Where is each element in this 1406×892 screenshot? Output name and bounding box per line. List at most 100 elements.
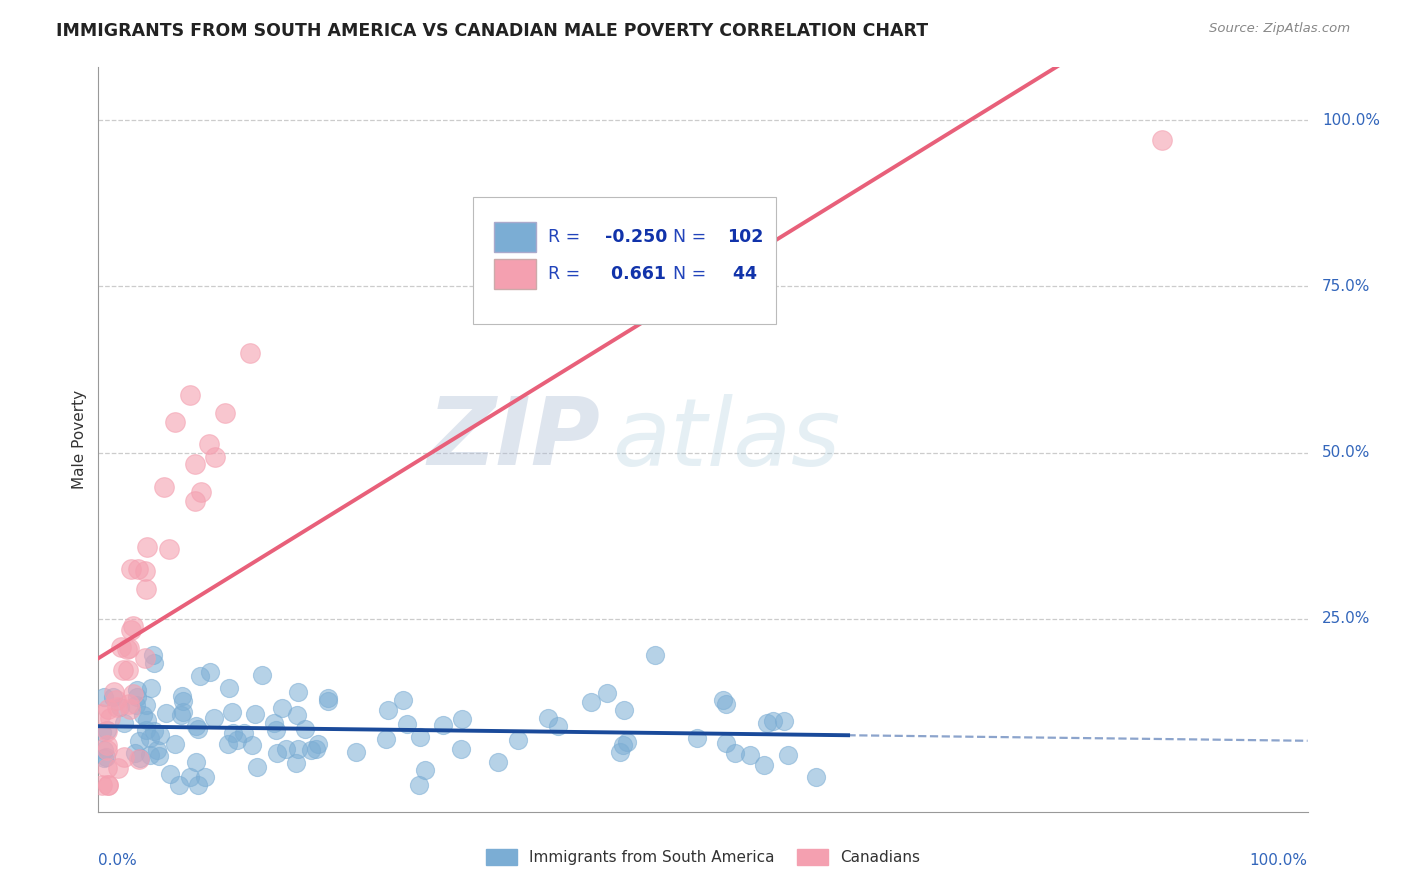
Point [108, 699, 131, 714]
Point [96, 743, 118, 757]
Point [776, 748, 799, 763]
Point [246, 760, 269, 774]
Point [188, 669, 211, 683]
Point [613, 703, 636, 717]
Point [103, 685, 125, 699]
Point [307, 737, 329, 751]
Text: 0.0%: 0.0% [98, 853, 138, 868]
Point [179, 770, 201, 784]
Point [285, 707, 308, 722]
Point [128, 751, 150, 765]
Point [204, 450, 226, 464]
Point [1152, 133, 1174, 147]
Point [128, 734, 150, 748]
Point [148, 748, 170, 763]
Point [486, 755, 509, 769]
Point [344, 745, 367, 759]
Point [183, 457, 205, 471]
Point [97, 778, 120, 792]
Point [218, 681, 240, 695]
Point [96, 723, 118, 738]
FancyBboxPatch shape [474, 197, 776, 324]
Point [305, 741, 328, 756]
Text: 100.0%: 100.0% [1250, 853, 1308, 868]
Point [190, 485, 212, 500]
Point [118, 641, 141, 656]
Point [97, 778, 120, 792]
Point [134, 564, 156, 578]
Point [198, 665, 221, 679]
Point [91, 724, 114, 739]
Text: 100.0%: 100.0% [1322, 112, 1381, 128]
Point [276, 741, 298, 756]
Point [395, 717, 418, 731]
Point [104, 692, 127, 706]
Point [232, 726, 254, 740]
Point [266, 723, 288, 738]
Text: 102: 102 [727, 227, 763, 245]
Text: 50.0%: 50.0% [1322, 445, 1371, 460]
Point [301, 743, 323, 757]
Point [756, 715, 779, 730]
Point [122, 619, 145, 633]
Point [409, 730, 432, 744]
Point [392, 693, 415, 707]
Text: ZIP: ZIP [427, 393, 600, 485]
Point [107, 761, 129, 775]
Point [122, 687, 145, 701]
Point [159, 767, 181, 781]
Point [93, 690, 115, 705]
Point [194, 770, 217, 784]
Point [506, 733, 529, 747]
Point [609, 745, 631, 759]
Point [118, 697, 141, 711]
Point [198, 437, 221, 451]
Point [96, 738, 118, 752]
Point [184, 755, 207, 769]
Point [184, 494, 207, 508]
Point [284, 756, 307, 770]
Point [612, 738, 634, 752]
Point [243, 706, 266, 721]
Point [187, 778, 209, 792]
Text: R =: R = [548, 265, 586, 283]
Point [128, 752, 150, 766]
Point [186, 718, 208, 732]
Point [413, 764, 436, 778]
Point [139, 748, 162, 763]
Point [226, 733, 249, 747]
Point [271, 700, 294, 714]
Point [579, 695, 602, 709]
Point [163, 737, 186, 751]
Text: Source: ZipAtlas.com: Source: ZipAtlas.com [1209, 22, 1350, 36]
Point [263, 716, 285, 731]
Point [93, 750, 115, 764]
Point [97, 702, 120, 716]
Point [432, 718, 454, 732]
Point [450, 742, 472, 756]
Text: 25.0%: 25.0% [1322, 611, 1371, 626]
Point [120, 624, 142, 638]
Point [221, 726, 243, 740]
Text: 75.0%: 75.0% [1322, 279, 1371, 293]
FancyBboxPatch shape [494, 222, 536, 252]
Point [157, 541, 180, 556]
Point [115, 642, 138, 657]
Point [112, 750, 135, 764]
Point [240, 738, 263, 752]
Point [134, 650, 156, 665]
Legend: Immigrants from South America, Canadians: Immigrants from South America, Canadians [479, 843, 927, 871]
Point [111, 663, 134, 677]
Point [96, 761, 118, 775]
Point [804, 770, 827, 784]
Point [93, 743, 115, 757]
Point [169, 778, 191, 792]
Point [537, 711, 560, 725]
Point [163, 415, 186, 429]
Point [187, 722, 209, 736]
Point [170, 690, 193, 704]
Point [90, 706, 112, 721]
Point [172, 693, 194, 707]
Text: IMMIGRANTS FROM SOUTH AMERICA VS CANADIAN MALE POVERTY CORRELATION CHART: IMMIGRANTS FROM SOUTH AMERICA VS CANADIA… [56, 22, 928, 40]
Text: N =: N = [672, 227, 711, 245]
